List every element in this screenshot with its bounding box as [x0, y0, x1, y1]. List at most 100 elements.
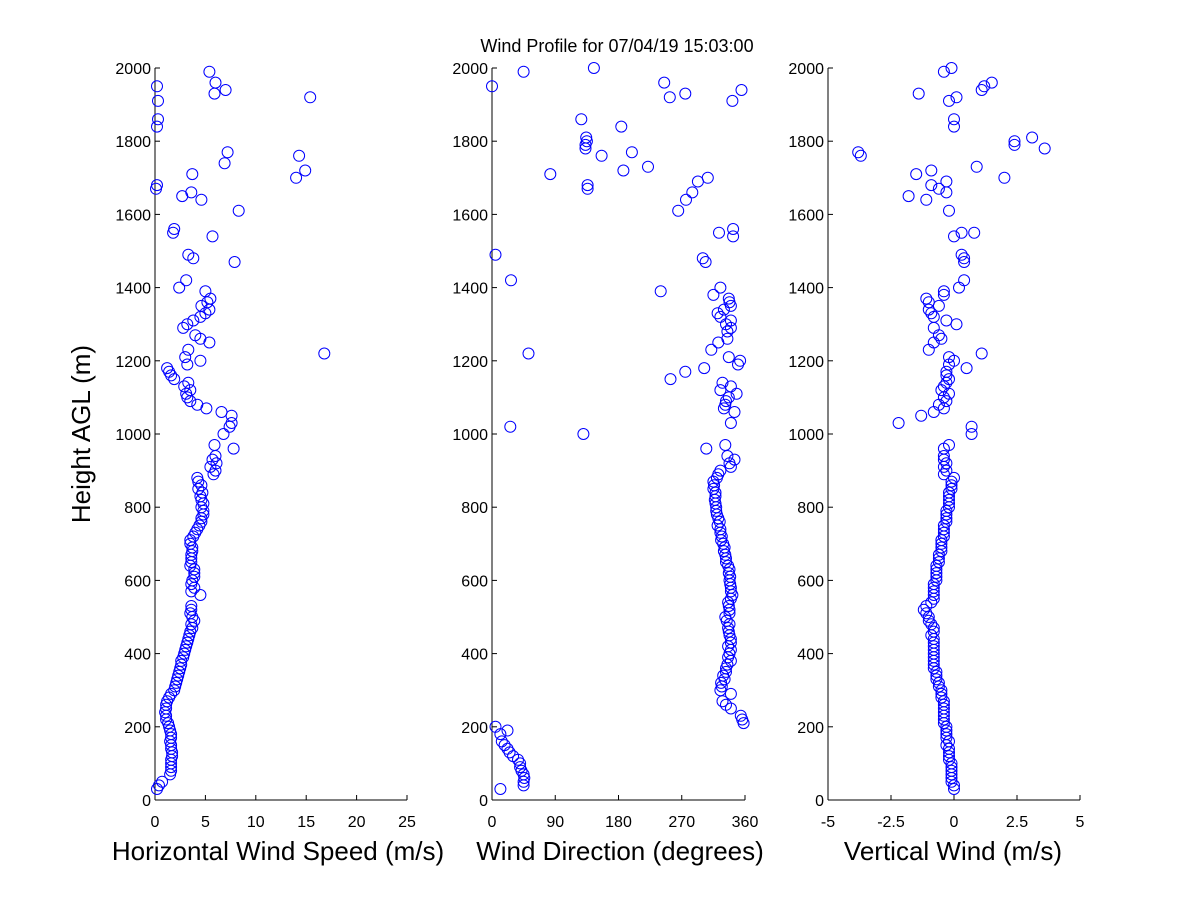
speed-y-tick-label: 800 [124, 500, 151, 517]
direction-data-point [595, 149, 608, 162]
speed-x-tick-label: 20 [348, 814, 366, 831]
speed-data-point [170, 676, 183, 689]
vertical-data-point [852, 146, 865, 159]
direction-data-point [722, 567, 735, 580]
speed-data-point [318, 347, 331, 360]
panel-speed: 0 200 400 600 800 1000 1200 1400 1600 1800 2000 0 5 1… [112, 61, 444, 866]
direction-data-point [728, 453, 741, 466]
direction-data-point [717, 545, 730, 558]
direction-data-point [720, 698, 732, 711]
vertical-data-point [932, 329, 945, 342]
speed-data-point [168, 223, 181, 235]
vertical-data-point [940, 457, 953, 470]
direction-data-point [615, 120, 628, 133]
direction-y-tick-label: 0 [479, 793, 488, 810]
vertical-data-point [940, 508, 953, 521]
vertical-data-point [940, 365, 953, 378]
direction-data-point [711, 307, 724, 320]
speed-data-point [188, 581, 201, 594]
vertical-data-point [937, 526, 950, 539]
speed-y-tick-label: 1800 [115, 134, 151, 151]
speed-data-point [199, 285, 212, 298]
vertical-data-point [854, 149, 867, 162]
vertical-data-point [940, 512, 953, 525]
vertical-data-point [943, 493, 955, 506]
chart-title: Wind Profile for 07/04/19 15:03:00 [480, 36, 753, 56]
direction-data-point [544, 168, 557, 181]
speed-data-point [304, 91, 317, 104]
vertical-data-point [948, 230, 960, 243]
vertical-data-point [925, 164, 938, 177]
speed-data-point [204, 292, 217, 305]
speed-data-point [168, 684, 181, 697]
vertical-y-tick-label: 400 [797, 647, 824, 664]
speed-data-point [206, 453, 219, 466]
speed-data-point [232, 204, 245, 217]
direction-data-point [720, 665, 732, 678]
vertical-data-point [935, 332, 948, 345]
vertical-data-point [970, 160, 983, 173]
vertical-data-point [960, 362, 973, 375]
vertical-data-point [958, 252, 971, 265]
direction-data-point [728, 406, 741, 418]
speed-data-point [160, 702, 173, 715]
speed-data-point [209, 76, 222, 89]
vertical-data-point [940, 504, 953, 517]
direction-data-point [720, 318, 732, 331]
direction-data-point [698, 362, 711, 375]
vertical-data-point [940, 720, 953, 733]
vertical-data-point [943, 750, 955, 763]
vertical-data-point [945, 475, 958, 488]
direction-data-point [679, 87, 692, 100]
speed-data-point [203, 65, 216, 78]
speed-y-tick-label: 1600 [115, 207, 151, 224]
vertical-data-point [940, 175, 953, 188]
direction-data-point [734, 354, 747, 367]
vertical-y-tick-label: 200 [797, 720, 824, 737]
vertical-data-point [912, 87, 925, 100]
speed-y-tick-label: 1000 [115, 427, 151, 444]
speed-data-point [178, 647, 191, 660]
direction-data-point [724, 417, 737, 429]
vertical-data-point [910, 168, 923, 181]
direction-data-point [664, 373, 677, 386]
vertical-data-point [930, 665, 943, 678]
speed-data-point [204, 460, 217, 473]
direction-x-tick-label: 0 [488, 814, 497, 831]
vertical-data-point [892, 417, 905, 429]
vertical-data-point [943, 490, 955, 503]
vertical-data-point [930, 673, 943, 686]
direction-data-point [581, 179, 594, 192]
speed-data-point [179, 351, 192, 364]
direction-data-point [663, 91, 676, 104]
speed-data-point [165, 687, 178, 700]
direction-data-point [722, 351, 735, 364]
direction-y-tick-label: 1000 [452, 427, 488, 444]
speed-y-tick-label: 2000 [115, 61, 151, 78]
direction-data-point [617, 164, 630, 177]
speed-data-point [181, 318, 194, 331]
vertical-data-point [930, 563, 943, 576]
speed-data-point [227, 442, 240, 455]
direction-data-point [721, 325, 734, 338]
vertical-data-point [958, 274, 971, 287]
speed-y-tick-label: 0 [142, 793, 151, 810]
vertical-data-point [958, 256, 971, 268]
speed-data-point [161, 362, 174, 375]
direction-points [486, 62, 750, 795]
vertical-data-point [925, 179, 938, 192]
direction-data-point [727, 230, 740, 243]
direction-data-point [708, 479, 721, 492]
speed-data-point [181, 391, 194, 404]
vertical-y-tick-label: 1400 [788, 281, 824, 298]
vertical-y-tick-label: 600 [797, 573, 824, 590]
speed-data-point [182, 376, 195, 389]
speed-data-point [219, 84, 232, 96]
speed-data-point [177, 651, 190, 664]
speed-data-point [151, 120, 163, 133]
direction-data-point [705, 343, 718, 356]
direction-data-point [654, 285, 667, 298]
vertical-data-point [937, 65, 950, 78]
direction-x-tick-label: 270 [668, 814, 695, 831]
vertical-y-tick-label: 800 [797, 500, 824, 517]
